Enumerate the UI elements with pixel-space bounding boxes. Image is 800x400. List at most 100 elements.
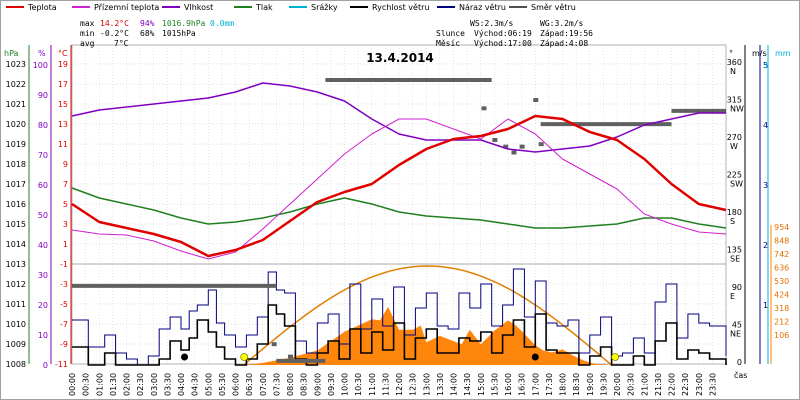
tick-dir-label: NE	[730, 330, 741, 339]
tick-x: 12:00	[395, 373, 404, 396]
tick-dir-deg: 315	[727, 96, 742, 105]
stat-rain: 0.0mm	[210, 19, 234, 28]
stat-min-hum: 68%	[140, 29, 155, 38]
wind-direction-point	[503, 144, 509, 149]
tick-x: 17:30	[545, 373, 554, 396]
tick-temp: 15	[58, 100, 68, 109]
tick-solar: 954	[774, 223, 789, 232]
chart-title: 13.4.2014	[366, 51, 434, 65]
tick-x: 23:00	[695, 373, 704, 396]
tick-dir-label: N	[730, 67, 736, 76]
tick-temp: 11	[58, 140, 68, 149]
tick-hum: 70	[38, 151, 48, 160]
tick-dir-label: S	[730, 217, 735, 226]
info-moon-rise: Východ:17:00	[474, 39, 532, 48]
tick-dir-deg: 0	[737, 358, 742, 367]
tick-solar: 848	[774, 237, 789, 246]
wind-direction-point	[271, 342, 277, 347]
tick-x: 13:30	[436, 373, 445, 396]
tick-speed: 4	[763, 121, 768, 130]
tick-temp: 5	[63, 200, 68, 209]
tick-press: 1018	[6, 160, 26, 169]
tick-temp: -3	[60, 280, 68, 289]
tick-press: 1008	[6, 360, 26, 369]
tick-press: 1009	[6, 340, 26, 349]
solar-area	[243, 306, 612, 365]
tick-dir-deg: 360	[727, 58, 742, 67]
tick-x: 06:30	[245, 373, 254, 396]
tick-temp: 9	[63, 160, 68, 169]
temperature-series	[71, 114, 727, 258]
legend-label-hum: Vlhkost	[184, 3, 213, 12]
tick-temp: 7	[63, 180, 68, 189]
info-sun-set: Západ:19:56	[540, 29, 593, 38]
tick-x: 00:00	[68, 373, 77, 396]
tick-temp: -1	[60, 260, 68, 269]
tick-temp: -7	[60, 320, 68, 329]
solar-theory-curve	[243, 265, 613, 366]
tick-x: 22:30	[681, 373, 690, 396]
tick-dir-deg: 90	[732, 283, 742, 292]
tick-x: 23:30	[708, 373, 717, 396]
wind-direction-point	[492, 138, 498, 142]
tick-x: 01:30	[109, 373, 118, 396]
tick-hum: 0	[43, 361, 48, 370]
tick-temp: 19	[58, 60, 68, 69]
wind-series	[72, 304, 727, 366]
tick-x: 07:00	[259, 373, 268, 396]
stat-min-press: 1015hPa	[162, 29, 196, 38]
tick-temp: -9	[60, 340, 68, 349]
tick-x: 18:00	[559, 373, 568, 396]
tick-x: 05:30	[218, 373, 227, 396]
tick-press: 1011	[6, 300, 26, 309]
tick-temp: 3	[63, 220, 68, 229]
tick-x: 22:00	[668, 373, 677, 396]
tick-temp: -5	[60, 300, 68, 309]
tick-solar: 106	[774, 331, 789, 340]
tick-x: 14:30	[463, 373, 472, 396]
tick-hum: 10	[38, 331, 48, 340]
tick-x: 16:00	[504, 373, 513, 396]
tick-press: 1021	[6, 100, 26, 109]
tick-x: 15:30	[490, 373, 499, 396]
axis-unit-speed: m/s	[752, 49, 767, 58]
tick-dir-label: W	[730, 142, 738, 151]
legend-label-dir: Směr větru	[531, 3, 576, 12]
tick-temp: 17	[58, 80, 68, 89]
tick-press: 1020	[6, 120, 26, 129]
tick-solar: 212	[774, 318, 789, 327]
tick-speed: 2	[763, 241, 768, 250]
tick-hum: 60	[38, 181, 48, 190]
tick-solar: 424	[774, 291, 789, 300]
tick-temp: -11	[55, 360, 68, 369]
tick-x: 11:30	[381, 373, 390, 396]
tick-solar: 742	[774, 250, 789, 259]
tick-dir-deg: 45	[732, 321, 742, 330]
tick-hum: 50	[38, 211, 48, 220]
tick-x: 10:30	[354, 373, 363, 396]
tick-x: 01:00	[95, 373, 104, 396]
tick-x: 03:00	[150, 373, 159, 396]
tick-x: 12:30	[409, 373, 418, 396]
tick-solar: 318	[774, 304, 789, 313]
tick-dir-deg: 225	[727, 171, 742, 180]
tick-press: 1016	[6, 200, 26, 209]
info-sun-label: Slunce	[436, 29, 465, 38]
wind-direction-point	[481, 106, 487, 111]
legend-label-press: Tlak	[255, 3, 273, 12]
tick-x: 11:00	[368, 373, 377, 396]
tick-x: 13:00	[422, 373, 431, 396]
tick-press: 1012	[6, 280, 26, 289]
tick-dir-label: E	[730, 292, 735, 301]
tick-press: 1022	[6, 80, 26, 89]
stat-avg-label: avg	[80, 39, 95, 48]
tick-x: 08:00	[286, 373, 295, 396]
tick-x: 03:30	[163, 373, 172, 396]
wind-direction-point	[538, 142, 544, 147]
wind-direction-point	[519, 144, 525, 149]
tick-dir-deg: 135	[727, 246, 742, 255]
axis-unit-press: hPa	[4, 49, 19, 58]
stat-min-label: min	[80, 29, 95, 38]
